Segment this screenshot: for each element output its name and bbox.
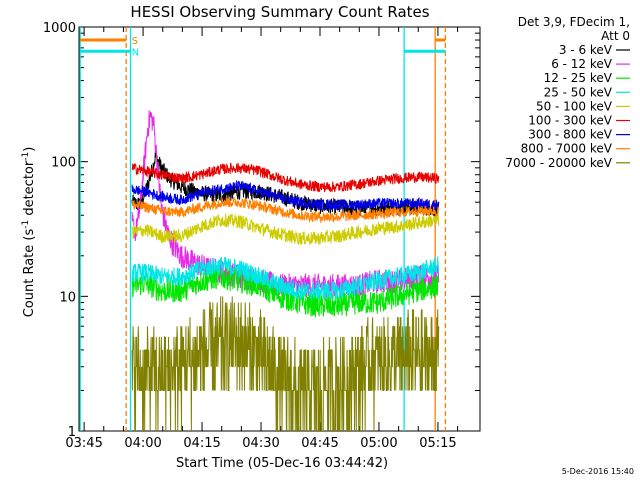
x-axis: 03:45 04:00 04:15 04:30 04:45 05:00 05:15 (65, 27, 459, 451)
x-tick-label: 04:45 (301, 436, 338, 451)
legend-label: 6 - 12 keV (551, 57, 613, 71)
footer-timestamp: 5-Dec-2016 15:40 (562, 467, 634, 476)
y-tick-label: 1000 (43, 21, 76, 36)
series-line (131, 296, 440, 431)
series-group (131, 110, 440, 431)
legend-label: 800 - 7000 keV (521, 142, 613, 156)
x-tick-label: 03:45 (65, 436, 102, 451)
legend-header-line2: Att 0 (601, 29, 630, 43)
y-tick-label: 1 (68, 425, 76, 440)
series-line (131, 196, 440, 224)
flag-label: N (132, 47, 139, 58)
series-line (131, 151, 440, 219)
y-axis: 1 10 100 1000 (43, 21, 480, 440)
y-tick-label: 100 (51, 156, 76, 171)
x-axis-label: Start Time (05-Dec-16 03:44:42) (176, 456, 388, 471)
legend-label: 7000 - 20000 keV (505, 156, 612, 170)
legend-label: 25 - 50 keV (544, 85, 613, 99)
y-axis-label-sup: -1 (21, 220, 31, 229)
chart-title: HESSI Observing Summary Count Rates (130, 3, 429, 21)
x-tick-label: 04:00 (124, 436, 161, 451)
y-axis-label: Count Rate (s-1 detector-1) (21, 147, 37, 318)
attenuator-flags: SN (80, 36, 446, 58)
series-line (131, 256, 440, 301)
y-axis-label-main: Count Rate (s (22, 229, 37, 318)
legend-label: 100 - 300 keV (528, 114, 612, 128)
flag-label: S (132, 36, 138, 47)
y-axis-label-sup2: -1 (21, 152, 31, 161)
legend-label: 3 - 6 keV (559, 43, 613, 57)
series-line (131, 179, 440, 211)
x-tick-label: 04:30 (242, 436, 279, 451)
legend-label: 12 - 25 keV (544, 71, 613, 85)
y-tick-label: 10 (59, 290, 76, 305)
series-line (131, 213, 440, 246)
legend-label: 50 - 100 keV (536, 99, 613, 113)
series-line (131, 162, 440, 193)
x-tick-label: 05:15 (419, 436, 456, 451)
legend-header-line1: Det 3,9, FDecim 1, (518, 15, 630, 29)
y-axis-label-mid: detector (22, 160, 37, 220)
x-tick-label: 05:00 (360, 436, 397, 451)
legend-label: 300 - 800 keV (528, 128, 612, 142)
x-tick-label: 04:15 (183, 436, 220, 451)
y-axis-label-end: ) (22, 147, 37, 152)
